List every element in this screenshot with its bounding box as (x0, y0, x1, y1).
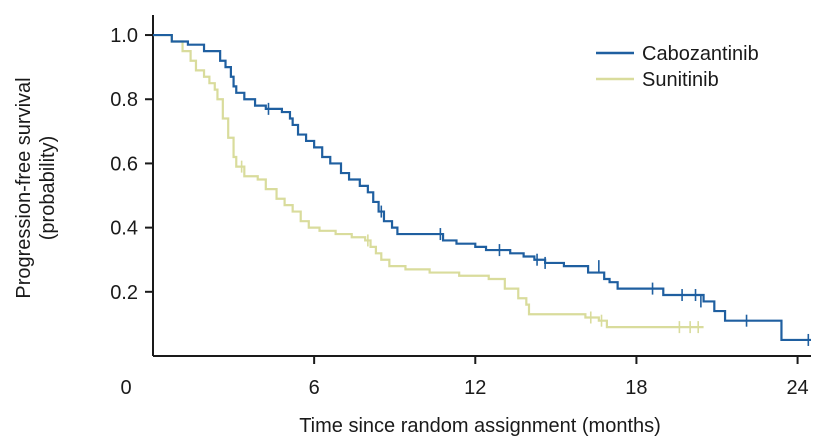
y-tick-label: 0.6 (110, 153, 138, 175)
legend: Cabozantinib Sunitinib (596, 43, 759, 91)
y-tick-label: 0.8 (110, 89, 138, 111)
cabozantinib-curve (153, 33, 811, 342)
y-axis-label-line: (probability) (37, 136, 59, 240)
x-tick-label: 18 (625, 377, 647, 399)
x-tick-label: 24 (786, 377, 808, 399)
legend-label-cabozantinib: Cabozantinib (642, 43, 759, 65)
x-axis-label: Time since random assignment (months) (299, 415, 661, 437)
sunitinib-series (153, 33, 704, 334)
cabozantinib-series (153, 33, 811, 346)
legend-label-sunitinib: Sunitinib (642, 69, 719, 91)
y-axis-label: Progression-free survival (probability) (13, 77, 59, 298)
axes: 0 6 12 18 24 0.2 0.4 0.6 0.8 1.0 (110, 15, 811, 399)
y-tick-label: 1.0 (110, 25, 138, 47)
series-layer (153, 33, 811, 346)
y-tick-label: 0.2 (110, 282, 138, 304)
y-tick-label: 0.4 (110, 218, 138, 240)
sunitinib-curve (153, 33, 704, 329)
y-axis-label-line: Progression-free survival (13, 77, 35, 298)
x-tick-label: 12 (464, 377, 486, 399)
x-tick-label: 0 (120, 377, 131, 399)
x-tick-label: 6 (309, 377, 320, 399)
